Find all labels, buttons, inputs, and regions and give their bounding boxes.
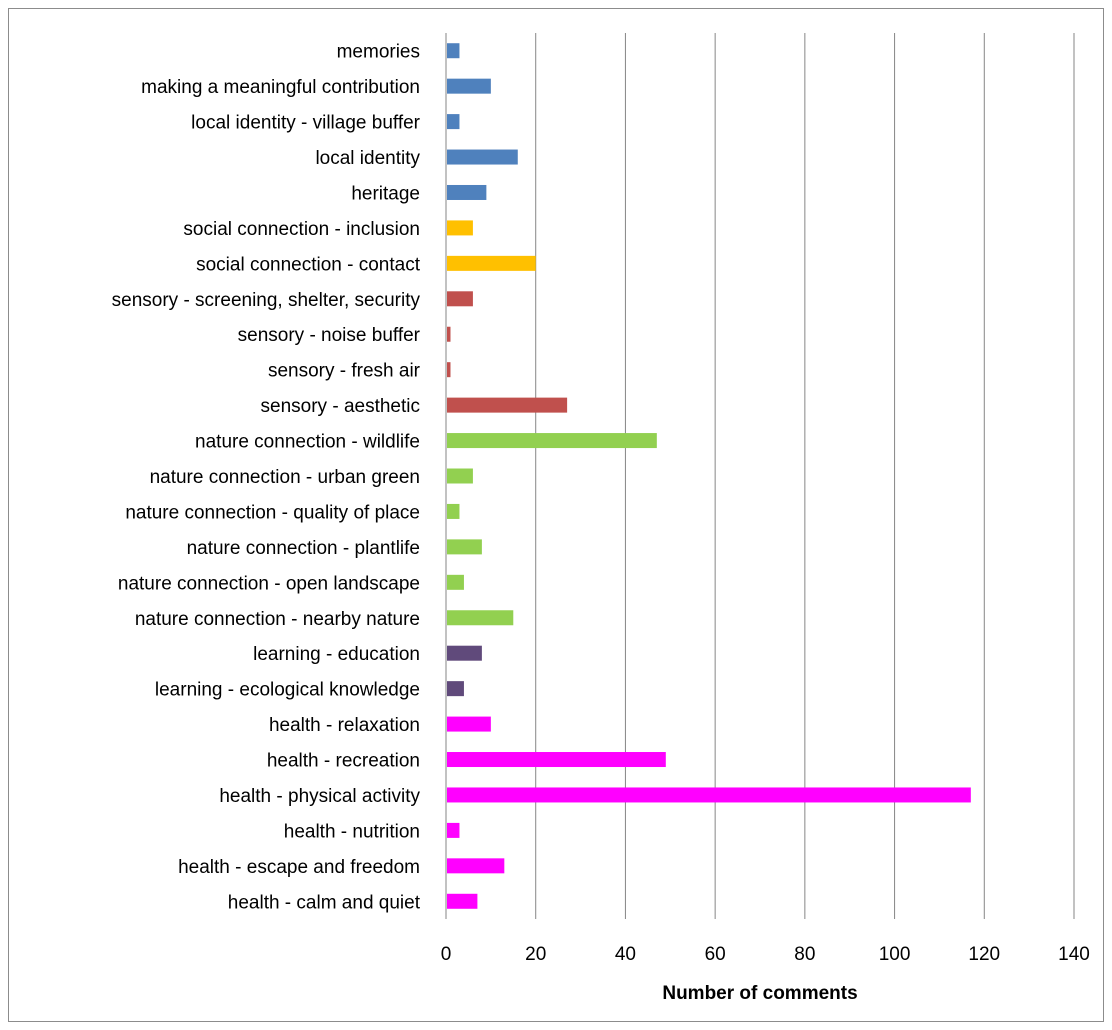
bar [447, 291, 473, 307]
category-label: sensory - fresh air [268, 361, 421, 382]
bar [447, 78, 491, 94]
category-label: nature connection - open landscape [118, 573, 420, 594]
bar [447, 610, 514, 626]
bar [447, 397, 568, 413]
bar [447, 255, 536, 271]
category-label: health - relaxation [269, 715, 420, 736]
bar [447, 539, 482, 555]
bar [447, 645, 482, 661]
bar [447, 716, 491, 732]
category-label: nature connection - quality of place [125, 502, 420, 523]
bar [447, 326, 451, 342]
category-label: heritage [351, 183, 420, 204]
category-labels: memories making a meaningful contribution… [112, 42, 421, 914]
bar [447, 787, 971, 803]
category-label: health - calm and quiet [228, 892, 421, 913]
bar [447, 433, 657, 449]
x-tick-label: 20 [525, 944, 546, 965]
category-label: health - escape and freedom [178, 857, 420, 878]
category-label: nature connection - nearby nature [135, 609, 420, 630]
x-tick-label: 100 [879, 944, 911, 965]
bar [447, 43, 460, 59]
x-tick-label: 40 [615, 944, 636, 965]
bar [447, 503, 460, 519]
bar [447, 149, 518, 165]
bar [447, 681, 464, 697]
bar [447, 574, 464, 590]
category-label: health - physical activity [219, 786, 420, 807]
gridlines [535, 33, 1075, 919]
bar [447, 468, 473, 484]
x-tick-label: 60 [705, 944, 726, 965]
category-label: nature connection - wildlife [195, 432, 420, 453]
category-label: health - nutrition [284, 821, 420, 842]
category-label: making a meaningful contribution [141, 77, 420, 98]
x-tick-label: 120 [968, 944, 1000, 965]
x-tick-label: 0 [441, 944, 452, 965]
category-label: learning - education [253, 644, 420, 665]
bar [447, 184, 487, 200]
category-label: memories [337, 42, 420, 63]
category-label: local identity [315, 148, 420, 169]
bar-chart: memories making a meaningful contribution… [112, 33, 1090, 1004]
bar [447, 114, 460, 130]
bar [447, 220, 473, 236]
bar [447, 858, 505, 874]
category-label: learning - ecological knowledge [155, 680, 420, 701]
category-label: local identity - village buffer [191, 113, 420, 134]
category-label: nature connection - plantlife [187, 538, 420, 559]
x-tick-label: 80 [794, 944, 815, 965]
category-label: social connection - contact [196, 254, 421, 275]
chart-area: memories making a meaningful contribution… [8, 8, 1104, 1022]
bar [447, 893, 478, 909]
category-label: sensory - noise buffer [238, 325, 421, 346]
category-label: sensory - aesthetic [261, 396, 420, 417]
bars [447, 43, 971, 909]
x-tick-labels: 0 20 40 60 80 100 120 140 [441, 944, 1090, 965]
category-label: health - recreation [267, 751, 420, 772]
category-label: sensory - screening, shelter, security [112, 290, 421, 311]
x-axis-title: Number of comments [662, 983, 857, 1004]
bar [447, 362, 451, 378]
category-label: social connection - inclusion [183, 219, 420, 240]
x-tick-label: 140 [1058, 944, 1090, 965]
bar [447, 752, 666, 768]
category-label: nature connection - urban green [150, 467, 420, 488]
bar [447, 822, 460, 838]
